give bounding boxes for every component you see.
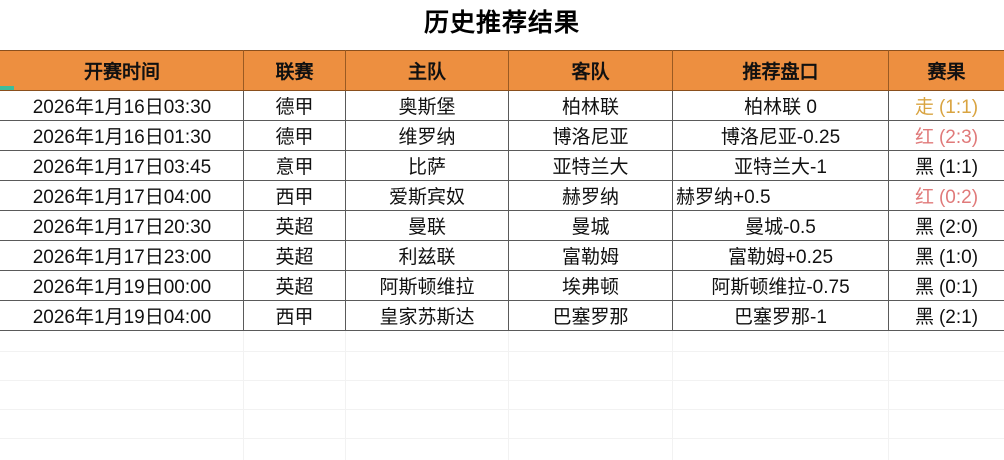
cell-league[interactable]: 英超 <box>243 240 346 271</box>
cell-result[interactable]: 黑 (2:0) <box>888 210 1004 241</box>
column-header-home[interactable]: 主队 <box>345 50 509 91</box>
result-score: (2:0) <box>938 217 979 238</box>
cell-result[interactable]: 黑 (2:1) <box>888 300 1004 331</box>
cell-recommended-handicap[interactable]: 博洛尼亚-0.25 <box>672 120 889 151</box>
table-header-row: 开赛时间 联赛 主队 客队 推荐盘口 赛果 <box>0 50 1004 91</box>
cell-home-team[interactable]: 奥斯堡 <box>345 90 509 121</box>
table-body: 2026年1月16日03:30 德甲 奥斯堡 柏林联 柏林联 0 走 (1:1) 2026年1… <box>0 90 1004 331</box>
cell-recommended-handicap[interactable]: 柏林联 0 <box>672 90 889 121</box>
cell-league[interactable]: 意甲 <box>243 150 346 181</box>
cell-recommended-handicap[interactable]: 巴塞罗那-1 <box>672 300 889 331</box>
grid-line-vertical <box>672 322 673 460</box>
table-row[interactable]: 2026年1月17日23:00 英超 利兹联 富勒姆 富勒姆+0.25 黑 (1:0) <box>0 240 1004 271</box>
column-header-rec[interactable]: 推荐盘口 <box>672 50 889 91</box>
cell-away-team[interactable]: 博洛尼亚 <box>508 120 673 151</box>
cell-away-team[interactable]: 富勒姆 <box>508 240 673 271</box>
result-score: (1:1) <box>938 157 979 178</box>
cell-result[interactable]: 黑 (0:1) <box>888 270 1004 301</box>
cell-away-team[interactable]: 巴塞罗那 <box>508 300 673 331</box>
cell-match-time[interactable]: 2026年1月19日00:00 <box>0 270 244 301</box>
cell-match-time[interactable]: 2026年1月17日20:30 <box>0 210 244 241</box>
cell-recommended-handicap[interactable]: 亚特兰大-1 <box>672 150 889 181</box>
cell-result[interactable]: 走 (1:1) <box>888 90 1004 121</box>
cell-recommended-handicap[interactable]: 赫罗纳+0.5 <box>672 180 889 211</box>
cell-home-team[interactable]: 阿斯顿维拉 <box>345 270 509 301</box>
grid-line-vertical <box>243 322 244 460</box>
result-score: (2:3) <box>938 127 979 148</box>
grid-line-vertical <box>508 322 509 460</box>
result-score: (2:1) <box>938 307 979 328</box>
cell-league[interactable]: 西甲 <box>243 180 346 211</box>
table-row[interactable]: 2026年1月16日01:30 德甲 维罗纳 博洛尼亚 博洛尼亚-0.25 红 (2:3) <box>0 120 1004 151</box>
cell-home-team[interactable]: 曼联 <box>345 210 509 241</box>
cell-match-time[interactable]: 2026年1月17日03:45 <box>0 150 244 181</box>
cell-match-time[interactable]: 2026年1月17日04:00 <box>0 180 244 211</box>
result-badge: 黑 <box>914 217 934 238</box>
result-badge: 黑 <box>914 307 934 328</box>
cell-result[interactable]: 黑 (1:0) <box>888 240 1004 271</box>
column-header-time[interactable]: 开赛时间 <box>0 50 244 91</box>
history-results-table: 开赛时间 联赛 主队 客队 推荐盘口 赛果 2026年1月16日03:30 德甲奥… <box>0 50 1004 331</box>
result-badge: 黑 <box>914 157 934 178</box>
cell-away-team[interactable]: 曼城 <box>508 210 673 241</box>
cell-result[interactable]: 红 (0:2) <box>888 180 1004 211</box>
table-row[interactable]: 2026年1月19日04:00 西甲 皇家苏斯达 巴塞罗那 巴塞罗那-1 黑 (2:1) <box>0 300 1004 331</box>
grid-line-horizontal <box>0 438 1004 439</box>
cell-league[interactable]: 德甲 <box>243 120 346 151</box>
cell-away-team[interactable]: 埃弗顿 <box>508 270 673 301</box>
grid-line-horizontal <box>0 351 1004 352</box>
cell-away-team[interactable]: 赫罗纳 <box>508 180 673 211</box>
cell-away-team[interactable]: 柏林联 <box>508 90 673 121</box>
page-title: 历史推荐结果 <box>423 8 580 37</box>
table-row[interactable]: 2026年1月17日03:45 意甲 比萨 亚特兰大 亚特兰大-1 黑 (1:1) <box>0 150 1004 181</box>
cell-home-team[interactable]: 比萨 <box>345 150 509 181</box>
row-selection-marker <box>0 86 14 90</box>
grid-line-horizontal <box>0 409 1004 410</box>
cell-result[interactable]: 黑 (1:1) <box>888 150 1004 181</box>
column-header-result[interactable]: 赛果 <box>888 50 1004 91</box>
cell-league[interactable]: 英超 <box>243 210 346 241</box>
table-row[interactable]: 2026年1月19日00:00 英超 阿斯顿维拉 埃弗顿 阿斯顿维拉-0.75 黑 (0:1… <box>0 270 1004 301</box>
table-row[interactable]: 2026年1月17日04:00 西甲 爱斯宾奴 赫罗纳 赫罗纳+0.5 红 (0:2) <box>0 180 1004 211</box>
cell-league[interactable]: 德甲 <box>243 90 346 121</box>
cell-recommended-handicap[interactable]: 阿斯顿维拉-0.75 <box>672 270 889 301</box>
cell-away-team[interactable]: 亚特兰大 <box>508 150 673 181</box>
result-badge: 走 <box>914 97 934 118</box>
cell-match-time[interactable]: 2026年1月16日03:30 <box>0 90 244 121</box>
table-row[interactable]: 2026年1月17日20:30 英超 曼联 曼城 曼城-0.5 黑 (2:0) <box>0 210 1004 241</box>
result-score: (1:0) <box>938 247 979 268</box>
column-header-away[interactable]: 客队 <box>508 50 673 91</box>
result-score: (0:1) <box>938 277 979 298</box>
grid-line-horizontal <box>0 380 1004 381</box>
cell-home-team[interactable]: 维罗纳 <box>345 120 509 151</box>
cell-league[interactable]: 西甲 <box>243 300 346 331</box>
title-bar: 历史推荐结果 <box>0 0 1004 50</box>
cell-match-time[interactable]: 2026年1月17日23:00 <box>0 240 244 271</box>
grid-line-vertical <box>888 322 889 460</box>
cell-match-time[interactable]: 2026年1月19日04:00 <box>0 300 244 331</box>
result-score: (1:1) <box>938 97 979 118</box>
result-badge: 黑 <box>914 247 934 268</box>
result-badge: 红 <box>914 127 934 148</box>
column-header-league[interactable]: 联赛 <box>243 50 346 91</box>
cell-recommended-handicap[interactable]: 富勒姆+0.25 <box>672 240 889 271</box>
grid-line-vertical <box>345 322 346 460</box>
cell-recommended-handicap[interactable]: 曼城-0.5 <box>672 210 889 241</box>
result-badge: 黑 <box>914 277 934 298</box>
cell-league[interactable]: 英超 <box>243 270 346 301</box>
cell-match-time[interactable]: 2026年1月16日01:30 <box>0 120 244 151</box>
cell-result[interactable]: 红 (2:3) <box>888 120 1004 151</box>
result-badge: 红 <box>914 187 934 208</box>
cell-home-team[interactable]: 皇家苏斯达 <box>345 300 509 331</box>
empty-spreadsheet-grid <box>0 322 1004 460</box>
table-row[interactable]: 2026年1月16日03:30 德甲 奥斯堡 柏林联 柏林联 0 走 (1:1) <box>0 90 1004 121</box>
cell-home-team[interactable]: 爱斯宾奴 <box>345 180 509 211</box>
cell-home-team[interactable]: 利兹联 <box>345 240 509 271</box>
result-score: (0:2) <box>938 187 979 208</box>
